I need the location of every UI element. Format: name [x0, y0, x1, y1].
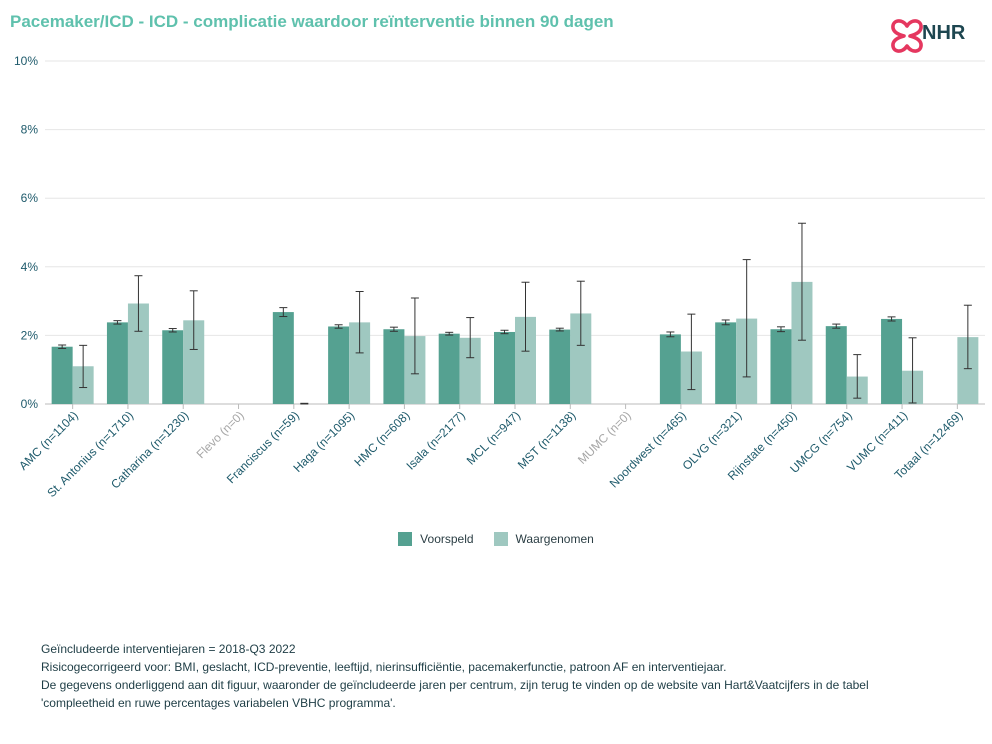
bar-voorspeld	[51, 346, 73, 404]
bar-voorspeld	[494, 331, 515, 404]
bar-waargenomen	[127, 303, 149, 404]
chart-title: Pacemaker/ICD - ICD - complicatie waardo…	[10, 12, 614, 31]
x-tick-label: Isala (n=2177)	[403, 408, 467, 472]
y-tick-label: 8%	[21, 123, 39, 137]
footer-line-table: 'compleetheid en ruwe percentages variab…	[41, 696, 396, 710]
bar-waargenomen	[349, 322, 371, 404]
bar-voorspeld	[272, 312, 294, 404]
x-tick-label: HMC (n=608)	[351, 408, 412, 469]
bar-voorspeld	[825, 326, 847, 404]
y-tick-label: 6%	[21, 191, 39, 205]
bar-chart: 0%2%4%6%8%10%AMC (n=1104)St. Antonius (n…	[14, 54, 985, 500]
footer-notes: Geïncludeerde interventiejaren = 2018-Q3…	[41, 640, 869, 712]
legend-swatch-voorspeld	[398, 532, 413, 546]
legend-label-voorspeld: Voorspeld	[420, 532, 474, 546]
bar-waargenomen	[515, 316, 536, 404]
bar-voorspeld	[106, 322, 128, 404]
nhr-heart-logo-icon	[891, 19, 923, 53]
bar-waargenomen	[791, 281, 813, 404]
footer-line-risk: Risicogecorrigeerd voor: BMI, geslacht, …	[41, 660, 727, 674]
y-tick-label: 0%	[21, 397, 39, 411]
y-tick-label: 10%	[14, 54, 38, 68]
bar-waargenomen	[957, 337, 979, 404]
nhr-logo: NHR	[890, 16, 985, 56]
legend-label-waargenomen: Waargenomen	[515, 532, 594, 546]
logo-text: NHR	[922, 22, 966, 44]
bar-voorspeld	[659, 334, 681, 404]
footer-line-years: Geïncludeerde interventiejaren = 2018-Q3…	[41, 642, 296, 656]
bar-voorspeld	[438, 333, 460, 404]
x-tick-label: MUMC (n=0)	[575, 408, 634, 467]
bar-voorspeld	[881, 318, 903, 404]
bar-voorspeld	[770, 329, 792, 404]
bar-voorspeld	[549, 329, 571, 404]
bar-waargenomen	[459, 337, 481, 404]
bar-waargenomen	[570, 313, 592, 404]
x-tick-label: MST (n=1138)	[515, 408, 579, 472]
y-tick-label: 4%	[21, 260, 39, 274]
legend-item-voorspeld[interactable]: Voorspeld	[398, 532, 474, 546]
bar-voorspeld	[162, 330, 184, 404]
x-tick-label: Flevo (n=0)	[194, 408, 247, 461]
bar-voorspeld	[328, 326, 350, 404]
legend-item-waargenomen[interactable]: Waargenomen	[493, 532, 594, 546]
footer-line-source: De gegevens onderliggend aan dit figuur,…	[41, 678, 869, 692]
y-tick-label: 2%	[21, 328, 39, 342]
legend: Voorspeld Waargenomen	[0, 532, 992, 546]
x-tick-label: MCL (n=947)	[464, 408, 523, 467]
legend-swatch-waargenomen	[493, 532, 508, 546]
bar-voorspeld	[383, 329, 405, 404]
bar-waargenomen	[183, 320, 205, 404]
bar-voorspeld	[715, 322, 737, 404]
